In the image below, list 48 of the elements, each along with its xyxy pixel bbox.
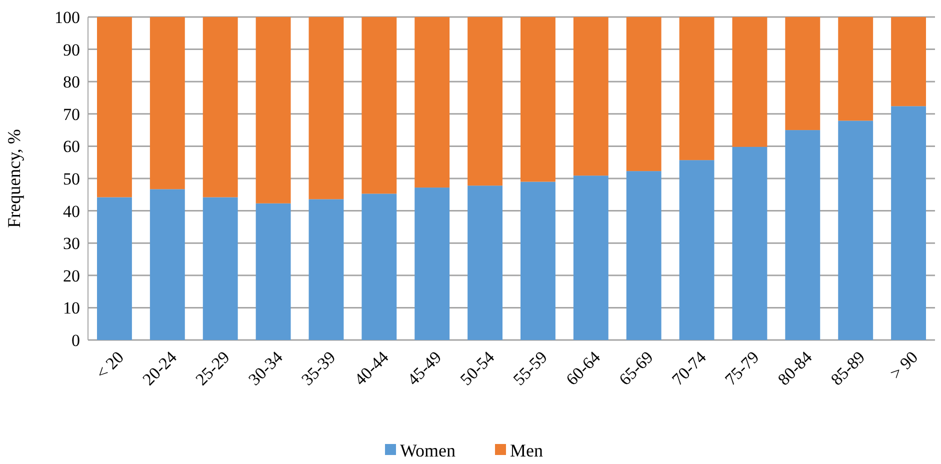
bar [308,17,344,200]
bar [838,17,874,121]
bar [468,17,502,186]
y-tick-label: 30 [63,234,80,254]
y-tick-label: 40 [63,202,80,221]
legend-label: Women [400,440,456,460]
y-tick-label: 60 [63,137,80,156]
bar [308,199,344,340]
bar [256,203,291,340]
legend-label: Men [510,440,543,460]
bar [256,17,291,204]
y-tick-label: 90 [63,40,80,60]
bar [573,176,608,340]
bar [573,17,608,176]
bar [150,17,185,190]
bar [838,120,874,340]
bar [785,130,820,340]
bar [97,17,132,198]
bar [414,188,450,340]
bar [362,194,397,340]
bar [891,106,926,340]
bar [202,197,238,340]
bar [626,17,662,172]
bar [414,17,450,188]
y-tick-label: 10 [63,298,80,318]
y-tick-label: 100 [54,8,80,27]
bar [97,197,132,340]
bar [785,17,820,130]
bar [732,146,768,340]
x-tick-label: < 20 [92,348,128,383]
bar [520,182,556,340]
bar [679,17,714,160]
bar [362,17,397,194]
bar [626,171,662,340]
y-tick-label: 0 [72,330,80,350]
y-tick-label: 20 [63,266,80,286]
y-tick-label: 50 [63,169,80,188]
bar [202,17,238,198]
x-tick-label: > 90 [886,348,922,383]
y-tick-label: 80 [63,72,80,92]
bar [468,186,502,340]
bar [732,17,768,147]
y-tick-label: 70 [63,104,80,124]
bar [520,17,556,182]
y-axis-title: Frequency, % [4,129,24,228]
bar [150,189,185,340]
bar [679,160,714,340]
bar [891,17,926,106]
